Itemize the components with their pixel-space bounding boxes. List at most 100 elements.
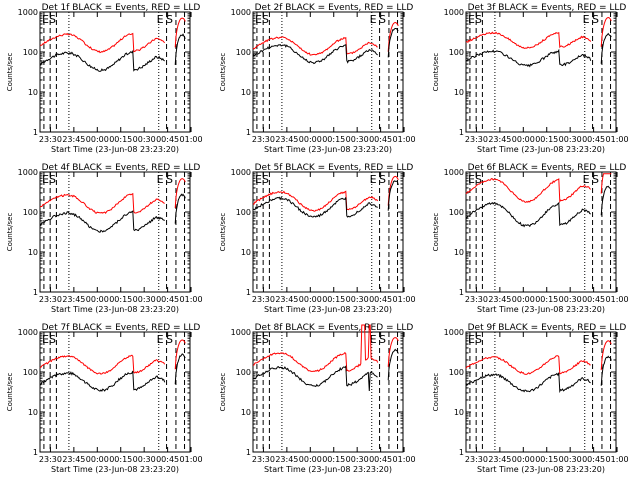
y-tick-label: 1000 bbox=[444, 8, 464, 17]
x-axis-label: Start Time (23-Jun-08 23:23:20) bbox=[477, 305, 605, 314]
x-tick-label: 00:30 bbox=[559, 135, 582, 144]
plot-frame bbox=[465, 331, 617, 453]
x-axis-label: Start Time (23-Jun-08 23:23:20) bbox=[477, 145, 605, 154]
x-tick-label: 00:15 bbox=[109, 295, 132, 304]
lld-series-line bbox=[252, 324, 379, 373]
x-tick-label: 00:45 bbox=[156, 455, 179, 464]
x-tick-label: 23:45 bbox=[275, 455, 298, 464]
lld-series-line-tail bbox=[174, 339, 186, 370]
x-tick-label: 23:30 bbox=[252, 135, 275, 144]
y-axis-label: Counts/sec bbox=[6, 53, 14, 92]
events-series-line bbox=[39, 370, 166, 392]
panel-title: Det 3f BLACK = Events, RED = LLD bbox=[468, 3, 627, 13]
events-series-line-tail bbox=[387, 180, 399, 211]
x-tick-label: 00:00 bbox=[512, 455, 535, 464]
x-tick-label: 01:00 bbox=[180, 295, 203, 304]
events-series-line-tail bbox=[387, 348, 399, 381]
plot-frame bbox=[465, 11, 617, 133]
events-series-line-tail bbox=[600, 355, 612, 386]
y-tick-label: 1 bbox=[459, 288, 464, 297]
x-tick-label: 00:00 bbox=[86, 455, 109, 464]
x-tick-label: 00:00 bbox=[299, 455, 322, 464]
y-tick-label: 10 bbox=[241, 88, 251, 97]
x-tick-label: 23:45 bbox=[488, 135, 511, 144]
plot-frame bbox=[39, 331, 191, 453]
lld-series-line bbox=[465, 178, 591, 204]
y-tick-label: 1000 bbox=[18, 328, 38, 337]
x-tick-label: 00:15 bbox=[322, 135, 345, 144]
y-tick-label: 10 bbox=[28, 408, 38, 417]
panel-title: Det 4f BLACK = Events, RED = LLD bbox=[42, 163, 201, 173]
x-tick-label: 23:30 bbox=[39, 455, 62, 464]
panel-title: Det 6f BLACK = Events, RED = LLD bbox=[468, 163, 627, 173]
panel-title: Det 2f BLACK = Events, RED = LLD bbox=[255, 3, 414, 13]
y-tick-label: 10 bbox=[241, 248, 251, 257]
marker-label-e: E bbox=[370, 13, 377, 26]
lld-series-line-tail bbox=[600, 340, 612, 371]
marker-label-e: E bbox=[583, 173, 590, 186]
lld-series-line bbox=[39, 192, 165, 215]
panel-det-4: Det 4f BLACK = Events, RED = LLD 1 10 100 10… bbox=[6, 163, 203, 314]
lld-series-line-tail bbox=[387, 175, 399, 206]
marker-label-s: S bbox=[379, 333, 386, 346]
panel-det-8: Det 8f BLACK = Events, RED = LLD 1 10 100 10… bbox=[219, 323, 416, 474]
y-tick-label: 1 bbox=[459, 128, 464, 137]
x-tick-label: 23:30 bbox=[39, 135, 62, 144]
marker-label-s-left: S bbox=[475, 173, 482, 186]
x-tick-label: 01:00 bbox=[180, 455, 203, 464]
x-tick-label: 00:15 bbox=[109, 455, 132, 464]
x-tick-label: 01:00 bbox=[180, 135, 203, 144]
marker-label-e-left: E bbox=[255, 13, 262, 26]
x-tick-label: 23:45 bbox=[275, 295, 298, 304]
x-tick-label: 01:00 bbox=[393, 135, 416, 144]
marker-label-s: S bbox=[379, 173, 386, 186]
marker-label-e-left: E bbox=[468, 13, 475, 26]
y-axis-label: Counts/sec bbox=[219, 373, 227, 412]
y-tick-label: 1 bbox=[459, 448, 464, 457]
events-series-line-tail bbox=[600, 32, 612, 64]
x-axis-label: Start Time (23-Jun-08 23:23:20) bbox=[477, 465, 605, 474]
marker-label-e: E bbox=[583, 333, 590, 346]
y-axis-label: Counts/sec bbox=[219, 53, 227, 92]
x-tick-label: 23:45 bbox=[275, 135, 298, 144]
x-tick-label: 00:30 bbox=[133, 135, 156, 144]
marker-label-s: S bbox=[592, 173, 599, 186]
x-tick-label: 23:45 bbox=[62, 295, 85, 304]
events-series-line bbox=[465, 48, 592, 68]
plot-frame bbox=[252, 331, 404, 453]
marker-label-e-left: E bbox=[255, 333, 262, 346]
lld-series-line bbox=[252, 36, 378, 56]
lld-series-line bbox=[39, 32, 166, 54]
x-tick-label: 00:15 bbox=[535, 295, 558, 304]
events-series-line bbox=[39, 210, 165, 233]
x-tick-label: 00:15 bbox=[535, 455, 558, 464]
x-tick-label: 00:30 bbox=[559, 455, 582, 464]
lld-series-line bbox=[465, 31, 592, 49]
x-axis-label: Start Time (23-Jun-08 23:23:20) bbox=[264, 145, 392, 154]
y-tick-label: 10 bbox=[454, 248, 464, 257]
panel-det-6: Det 6f BLACK = Events, RED = LLD 1 10 100 10… bbox=[432, 163, 629, 314]
y-axis-label: Counts/sec bbox=[432, 373, 440, 412]
x-tick-label: 00:45 bbox=[369, 135, 392, 144]
marker-label-e-left: E bbox=[42, 13, 49, 26]
x-tick-label: 00:30 bbox=[346, 295, 369, 304]
x-tick-label: 23:30 bbox=[465, 135, 488, 144]
x-tick-label: 00:45 bbox=[582, 135, 605, 144]
lld-series-line-tail bbox=[600, 16, 612, 47]
panel-title: Det 9f BLACK = Events, RED = LLD bbox=[468, 323, 627, 333]
x-tick-label: 01:00 bbox=[606, 295, 629, 304]
events-series-line bbox=[465, 372, 591, 394]
x-tick-label: 00:00 bbox=[512, 135, 535, 144]
y-tick-label: 1 bbox=[246, 288, 251, 297]
marker-label-s: S bbox=[592, 13, 599, 26]
x-axis-label: Start Time (23-Jun-08 23:23:20) bbox=[51, 145, 179, 154]
y-tick-label: 100 bbox=[23, 48, 38, 57]
marker-label-e-left: E bbox=[255, 173, 262, 186]
y-tick-label: 100 bbox=[236, 368, 251, 377]
events-series-line-tail bbox=[387, 28, 399, 58]
y-tick-label: 1 bbox=[246, 448, 251, 457]
x-tick-label: 23:30 bbox=[465, 455, 488, 464]
marker-label-s: S bbox=[166, 13, 173, 26]
x-tick-label: 01:00 bbox=[606, 135, 629, 144]
x-tick-label: 23:45 bbox=[488, 295, 511, 304]
